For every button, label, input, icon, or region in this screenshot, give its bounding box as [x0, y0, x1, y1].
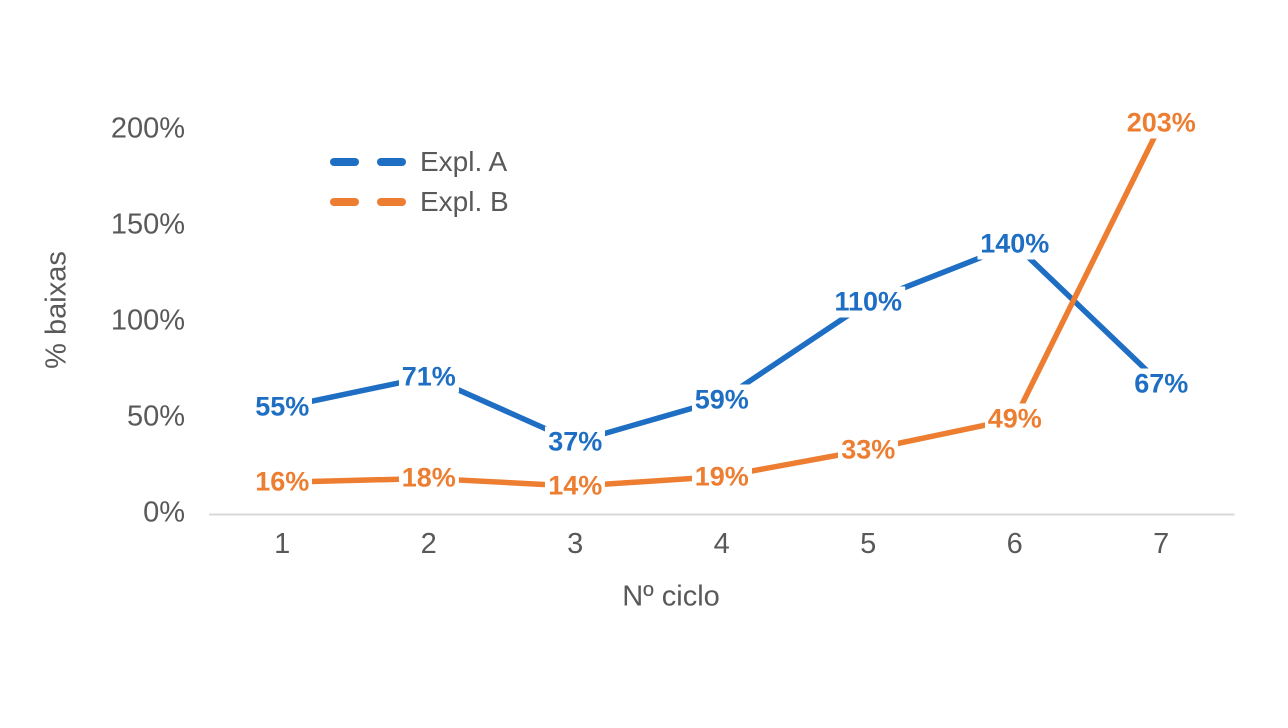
- x-tick-label: 7: [1153, 528, 1170, 560]
- x-axis-title: Nº ciclo: [622, 580, 720, 613]
- data-label: 18%: [398, 462, 459, 494]
- legend-label: Expl. A: [420, 146, 508, 177]
- legend: Expl. A Expl. B: [330, 142, 509, 222]
- legend-item-expl-b: Expl. B: [330, 182, 509, 222]
- data-label: 71%: [398, 361, 459, 393]
- x-tick-label: 6: [1006, 528, 1023, 560]
- data-label: 140%: [977, 228, 1053, 260]
- data-label: 203%: [1123, 107, 1199, 139]
- data-label: 33%: [838, 434, 899, 466]
- dashed-line-swatch-icon: [330, 198, 406, 206]
- data-label: 19%: [691, 461, 752, 493]
- x-tick-label: 1: [274, 528, 291, 560]
- data-label: 59%: [691, 384, 752, 416]
- data-label: 37%: [545, 426, 606, 458]
- data-label: 55%: [252, 391, 313, 423]
- data-label: 49%: [984, 403, 1045, 435]
- data-label: 14%: [545, 470, 606, 502]
- y-tick-label: 0%: [143, 496, 185, 529]
- dashed-line-swatch-icon: [330, 158, 406, 166]
- y-tick-label: 50%: [126, 400, 185, 433]
- y-axis-title: % baixas: [40, 251, 73, 369]
- data-label: 16%: [252, 466, 313, 498]
- y-tick-label: 150%: [110, 208, 185, 241]
- x-tick-label: 3: [567, 528, 584, 560]
- data-label: 110%: [831, 286, 906, 318]
- legend-label: Expl. B: [420, 186, 509, 217]
- y-tick-label: 100%: [110, 304, 185, 337]
- legend-item-expl-a: Expl. A: [330, 142, 509, 182]
- x-tick-label: 2: [420, 528, 437, 560]
- y-tick-label: 200%: [110, 112, 185, 145]
- x-tick-label: 4: [713, 528, 730, 560]
- x-tick-label: 5: [860, 528, 877, 560]
- data-label: 67%: [1131, 368, 1192, 400]
